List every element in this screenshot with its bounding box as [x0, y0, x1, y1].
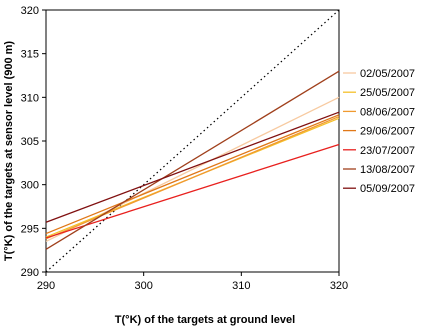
series-line-6: [45, 70, 340, 250]
x-tick-label-310: 310: [232, 280, 250, 292]
legend-label-4: 29/06/2007: [360, 126, 415, 138]
axes-layer: 290 295 300 305 310 315 320 290 300 310 320: [21, 5, 349, 292]
y-tick-label-305: 305: [21, 136, 39, 148]
legend: 02/05/2007 25/05/2007 08/06/2007 29/06/2007…: [343, 68, 415, 195]
series-line-7: [45, 111, 340, 223]
x-tick-label-300: 300: [134, 280, 152, 292]
y-tick-label-295: 295: [21, 223, 39, 235]
legend-label-5: 23/07/2007: [360, 145, 415, 157]
y-tick-label-315: 315: [21, 49, 39, 61]
legend-label-6: 13/08/2007: [360, 164, 415, 176]
series-line-3: [45, 115, 340, 240]
y-tick-label-310: 310: [21, 92, 39, 104]
y-tick-label-300: 300: [21, 180, 39, 192]
x-tick-label-290: 290: [37, 280, 55, 292]
y-tick-label-290: 290: [21, 267, 39, 279]
y-axis-title: T(°K) of the targets at sensor level (90…: [3, 41, 15, 262]
y-tick-label-320: 320: [21, 5, 39, 17]
legend-label-2: 25/05/2007: [360, 87, 415, 99]
plot-frame: [45, 9, 340, 273]
series-line-4: [45, 114, 340, 235]
series-line-5: [45, 143, 340, 239]
x-tick-label-320: 320: [330, 280, 348, 292]
series-layer: [45, 9, 340, 273]
legend-label-7: 05/09/2007: [360, 183, 415, 195]
plot-area: [45, 9, 340, 273]
legend-label-3: 08/06/2007: [360, 106, 415, 118]
legend-label-1: 02/05/2007: [360, 68, 415, 80]
x-axis-title: T(°K) of the targets at ground level: [115, 314, 295, 326]
